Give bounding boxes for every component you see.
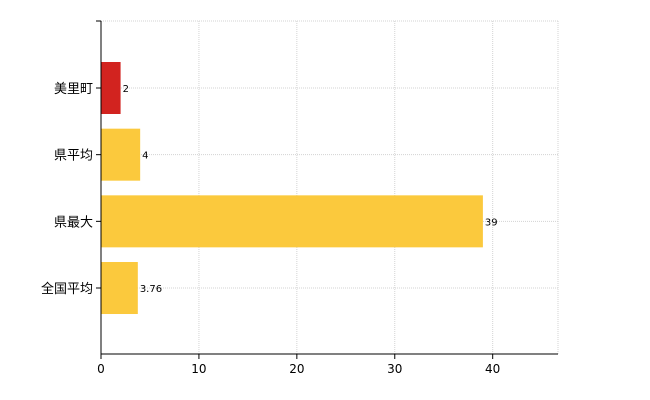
bar-2 bbox=[101, 128, 141, 181]
x-tick-label: 10 bbox=[191, 362, 206, 376]
category-label: 美里町 bbox=[54, 82, 93, 97]
x-tick-label: 40 bbox=[485, 362, 500, 376]
bars bbox=[101, 62, 483, 315]
data-label: 2 bbox=[123, 84, 129, 95]
grid bbox=[101, 20, 559, 354]
x-tick-label: 30 bbox=[387, 362, 402, 376]
bar-3 bbox=[101, 195, 483, 248]
x-tick-label: 0 bbox=[97, 362, 105, 376]
category-label: 全国平均 bbox=[41, 281, 93, 297]
axes bbox=[100, 21, 558, 355]
bar-1 bbox=[101, 62, 121, 114]
data-label: 39 bbox=[485, 217, 498, 228]
x-axis-ticks: 0 10 20 30 40 bbox=[96, 20, 500, 376]
data-labels: 2 4 39 3.76 bbox=[123, 84, 498, 295]
data-label: 4 bbox=[142, 151, 148, 162]
category-label: 県平均 bbox=[54, 149, 93, 164]
bar-4 bbox=[101, 262, 138, 315]
x-tick-label: 20 bbox=[289, 362, 304, 376]
category-label: 県最大 bbox=[54, 215, 93, 230]
data-label: 3.76 bbox=[140, 284, 162, 295]
